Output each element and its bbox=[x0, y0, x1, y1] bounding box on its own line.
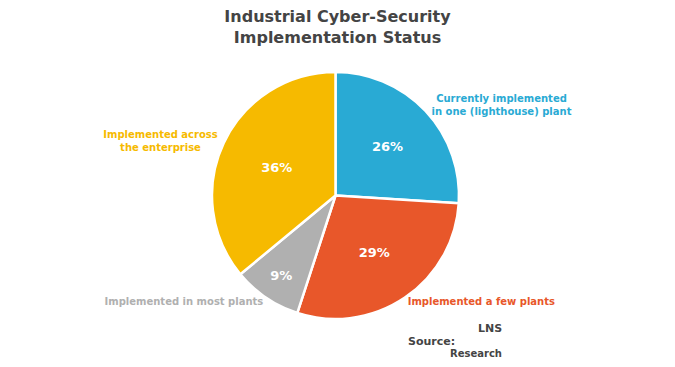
svg-text:LNS: LNS bbox=[478, 322, 502, 335]
svg-text:29%: 29% bbox=[359, 245, 390, 260]
svg-text:Implemented a few plants: Implemented a few plants bbox=[408, 296, 555, 307]
svg-text:Industrial Cyber-SecurityImple: Industrial Cyber-SecurityImplementation … bbox=[224, 7, 451, 47]
svg-text:36%: 36% bbox=[261, 160, 292, 175]
svg-text:Implemented acrossthe enterpri: Implemented acrossthe enterprise bbox=[103, 129, 217, 153]
svg-text:Research: Research bbox=[450, 348, 502, 359]
svg-text:Implemented in most plants: Implemented in most plants bbox=[105, 296, 264, 307]
svg-text:26%: 26% bbox=[372, 139, 403, 154]
svg-text:Source:: Source: bbox=[408, 335, 455, 348]
svg-text:9%: 9% bbox=[270, 268, 292, 283]
svg-text:Currently implementedin one (l: Currently implementedin one (lighthouse)… bbox=[432, 93, 572, 117]
